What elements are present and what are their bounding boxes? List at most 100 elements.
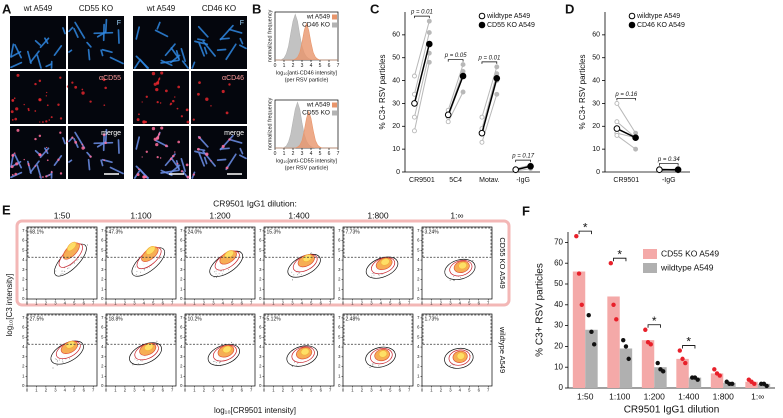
replicate-line xyxy=(616,121,636,139)
y-tick-label: 1 xyxy=(101,286,104,291)
x-tick-label: 2 xyxy=(440,388,443,393)
x-tick-label: 5 xyxy=(319,151,322,157)
y-tick-label: 7 xyxy=(338,315,341,320)
stain-dot xyxy=(157,135,160,137)
mean-point xyxy=(478,129,486,137)
x-tick-label: 0 xyxy=(263,388,266,393)
y-tick-label: 2 xyxy=(101,364,104,369)
y-tick-label: 4 xyxy=(338,344,341,349)
stain-dot xyxy=(16,73,20,77)
stain-dot xyxy=(48,119,51,121)
x-tick-label: 7 xyxy=(408,388,411,393)
row-label: CD55 KO A549 xyxy=(498,237,507,288)
stain-dot xyxy=(102,78,106,82)
y-tick-label: 5 xyxy=(417,247,420,252)
stain-dot xyxy=(45,175,48,178)
y-tick-label: 0 xyxy=(101,296,104,301)
legend-label: wildtype A549 xyxy=(486,13,530,20)
filament xyxy=(74,21,86,39)
stain-dot xyxy=(145,150,148,153)
legend-swatch xyxy=(332,110,337,116)
bar xyxy=(676,358,689,388)
x-tick-label: 2 xyxy=(440,301,443,306)
stain-dot xyxy=(15,162,19,166)
y-tick-label: 4 xyxy=(22,257,25,262)
event-dot xyxy=(291,365,293,367)
replicate-point xyxy=(611,302,616,307)
y-tick-label: 4 xyxy=(417,257,420,262)
event-dot xyxy=(143,268,145,270)
event-dot xyxy=(296,364,298,366)
stain-dot xyxy=(177,140,181,144)
replicate-point xyxy=(683,360,688,366)
stain-dot xyxy=(159,102,162,104)
event-dot xyxy=(228,269,230,271)
x-tick-label: CR9501 xyxy=(613,177,639,184)
x-tick-label: 3 xyxy=(370,388,373,393)
filament xyxy=(180,158,186,173)
x-tick-label: 3 xyxy=(301,151,304,157)
stain-dot xyxy=(145,95,148,98)
filament xyxy=(194,40,209,46)
event-dot xyxy=(212,360,214,362)
y-tick-label: 7 xyxy=(180,228,183,233)
y-tick-label: 0 xyxy=(417,383,420,388)
event-dot xyxy=(136,270,138,272)
x-tick-label: 0 xyxy=(105,301,108,306)
event-dot xyxy=(215,276,217,278)
y-tick-label: 0 xyxy=(596,169,600,176)
replicate-line xyxy=(616,103,637,134)
event-dot xyxy=(449,365,451,367)
filament xyxy=(191,61,196,69)
x-tick-label: 2 xyxy=(292,151,295,157)
x-tick-label: 2 xyxy=(282,388,285,393)
y-tick-label: 4 xyxy=(259,257,262,262)
x-tick-label: 5 xyxy=(310,301,313,306)
filament xyxy=(87,158,91,171)
x-tick-label: 0 xyxy=(26,388,29,393)
x-tick-label: 7 xyxy=(171,388,174,393)
significance-bracket xyxy=(613,257,627,262)
density-contour xyxy=(300,347,310,356)
replicate-point xyxy=(729,381,735,387)
filament xyxy=(10,43,15,58)
gate-percent: 5.12% xyxy=(267,316,282,322)
y-axis-label: % C3+ RSV particles xyxy=(535,263,546,357)
column-header: 1:50 xyxy=(54,210,71,220)
histogram-area xyxy=(275,22,338,61)
x-tick-label: 7 xyxy=(92,301,95,306)
x-tick-label: 0 xyxy=(421,388,424,393)
stain-dot xyxy=(46,159,49,162)
x-tick-label: 1 xyxy=(351,301,354,306)
x-tick-label: 1:400 xyxy=(678,391,700,401)
x-tick-label: 2 xyxy=(124,388,127,393)
x-tick-label: 3 xyxy=(212,388,215,393)
stain-dot xyxy=(176,162,179,165)
stain-dot xyxy=(39,176,41,178)
replicate-point xyxy=(591,342,597,347)
density-contour xyxy=(65,340,76,349)
replicate-point xyxy=(764,383,769,389)
stain-dot xyxy=(89,155,92,158)
filament xyxy=(170,157,180,170)
y-tick-label: 6 xyxy=(180,325,183,330)
replicate-point xyxy=(494,91,500,97)
filament xyxy=(62,27,66,35)
x-tick-label: 7 xyxy=(487,388,490,393)
legend-label: wt A549 xyxy=(306,14,331,21)
y-tick-label: 7 xyxy=(338,228,341,233)
x-tick-label: 3 xyxy=(370,301,373,306)
event-dot xyxy=(374,363,376,365)
y-tick-label: 7 xyxy=(417,315,420,320)
p-value-bracket xyxy=(481,61,498,64)
event-dot xyxy=(134,266,136,268)
stain-dot xyxy=(158,78,161,81)
stain-dot xyxy=(157,80,160,82)
stain-dot xyxy=(142,175,146,179)
x-tick-label: 5 xyxy=(310,388,313,393)
micrograph xyxy=(68,71,124,124)
stain-dot xyxy=(50,171,53,174)
stain-dot xyxy=(141,156,143,158)
stain-dot xyxy=(38,98,42,102)
x-tick-label: 7 xyxy=(337,151,340,157)
